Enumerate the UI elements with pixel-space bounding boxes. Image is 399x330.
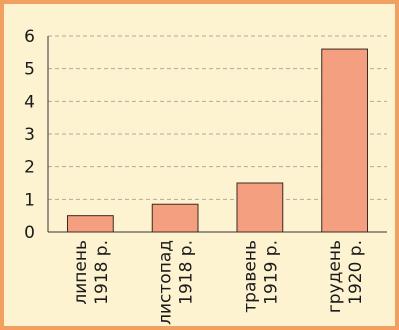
- bar-2: [151, 203, 199, 233]
- category-label-2: листопад 1918 р.: [156, 240, 197, 325]
- y-tick-label-3: 3: [24, 125, 35, 145]
- y-tick-label-1: 1: [24, 190, 35, 210]
- y-tick-label-4: 4: [24, 92, 35, 112]
- y-tick-label-6: 6: [24, 27, 35, 47]
- y-tick-label-2: 2: [24, 158, 35, 178]
- category-label-1-line-1: липень: [71, 240, 91, 305]
- category-label-1: липень 1918 р.: [71, 240, 112, 305]
- category-label-3: травень 1919 р.: [240, 240, 281, 313]
- category-label-1-line-2: 1918 р.: [92, 240, 112, 305]
- category-label-2-line-2: 1918 р.: [177, 240, 197, 305]
- category-label-4-line-2: 1920 р.: [346, 240, 366, 305]
- bar-1: [66, 215, 114, 233]
- category-label-4-line-1: грудень: [325, 240, 345, 313]
- bars: [66, 48, 369, 233]
- y-tick-labels: 0 1 2 3 4 5 6: [24, 27, 35, 243]
- category-label-3-line-1: травень: [240, 240, 260, 313]
- category-label-2-line-1: листопад: [156, 240, 176, 325]
- bar-3: [236, 182, 284, 233]
- y-tick-label-5: 5: [24, 60, 35, 80]
- x-category-labels: липень 1918 р. листопад 1918 р. травень 1919 …: [71, 240, 366, 325]
- category-label-3-line-2: 1919 р.: [261, 240, 281, 305]
- bar-4: [321, 48, 369, 233]
- y-tick-label-0: 0: [24, 223, 35, 243]
- category-label-4: грудень 1920 р.: [325, 240, 366, 313]
